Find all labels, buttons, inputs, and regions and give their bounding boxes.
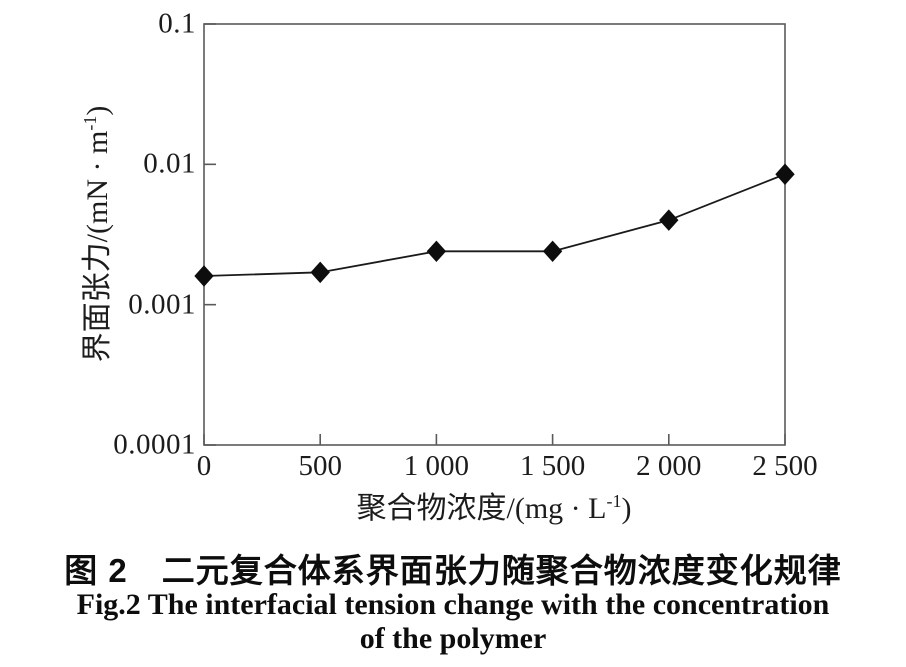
caption-chinese: 图 2 二元复合体系界面张力随聚合物浓度变化规律 [64, 552, 842, 589]
plot-border [203, 23, 786, 446]
data-point-marker [542, 240, 563, 263]
x-axis-label-text: 聚合物浓度/(mg · L [356, 492, 607, 525]
y-axis-label-superscript: -1 [80, 115, 100, 131]
y-axis-label-text: 界面张力/(mN · m [81, 130, 114, 363]
caption-english-line2: of the polymer [359, 622, 547, 655]
x-tick-label-500: 500 [298, 450, 342, 482]
series-line-interfacial-tension [203, 173, 786, 277]
x-axis-label-superscript: -1 [606, 491, 622, 511]
x-tick-label-2500: 2 500 [752, 450, 818, 482]
x-tick-label-1000: 1 000 [403, 450, 470, 482]
data-point-marker [775, 163, 795, 185]
y-tick-label-0.0001: 0.0001 [113, 428, 196, 461]
data-point-marker [310, 261, 330, 284]
y-tick-label-0.001: 0.001 [128, 288, 196, 321]
plot-svg [194, 23, 795, 446]
y-axis-label: 界面张力/(mN · m-1) [72, 106, 116, 363]
x-tick-label-2000: 2 000 [636, 450, 702, 482]
x-axis-label-close: ) [621, 492, 632, 525]
y-tick-label-0.01: 0.01 [143, 147, 196, 180]
data-point-marker [194, 265, 214, 287]
y-axis-label-close: ) [81, 105, 114, 116]
x-axis-label: 聚合物浓度/(mg · L-1) [357, 483, 632, 527]
caption-english-line1: Fig.2 The interfacial tension change wit… [76, 588, 830, 621]
data-point-marker [426, 240, 447, 263]
x-tick-label-0: 0 [196, 450, 212, 482]
data-point-marker [659, 209, 679, 231]
x-tick-label-1500: 1 500 [519, 450, 586, 482]
y-tick-label-0.1: 0.1 [158, 7, 196, 40]
